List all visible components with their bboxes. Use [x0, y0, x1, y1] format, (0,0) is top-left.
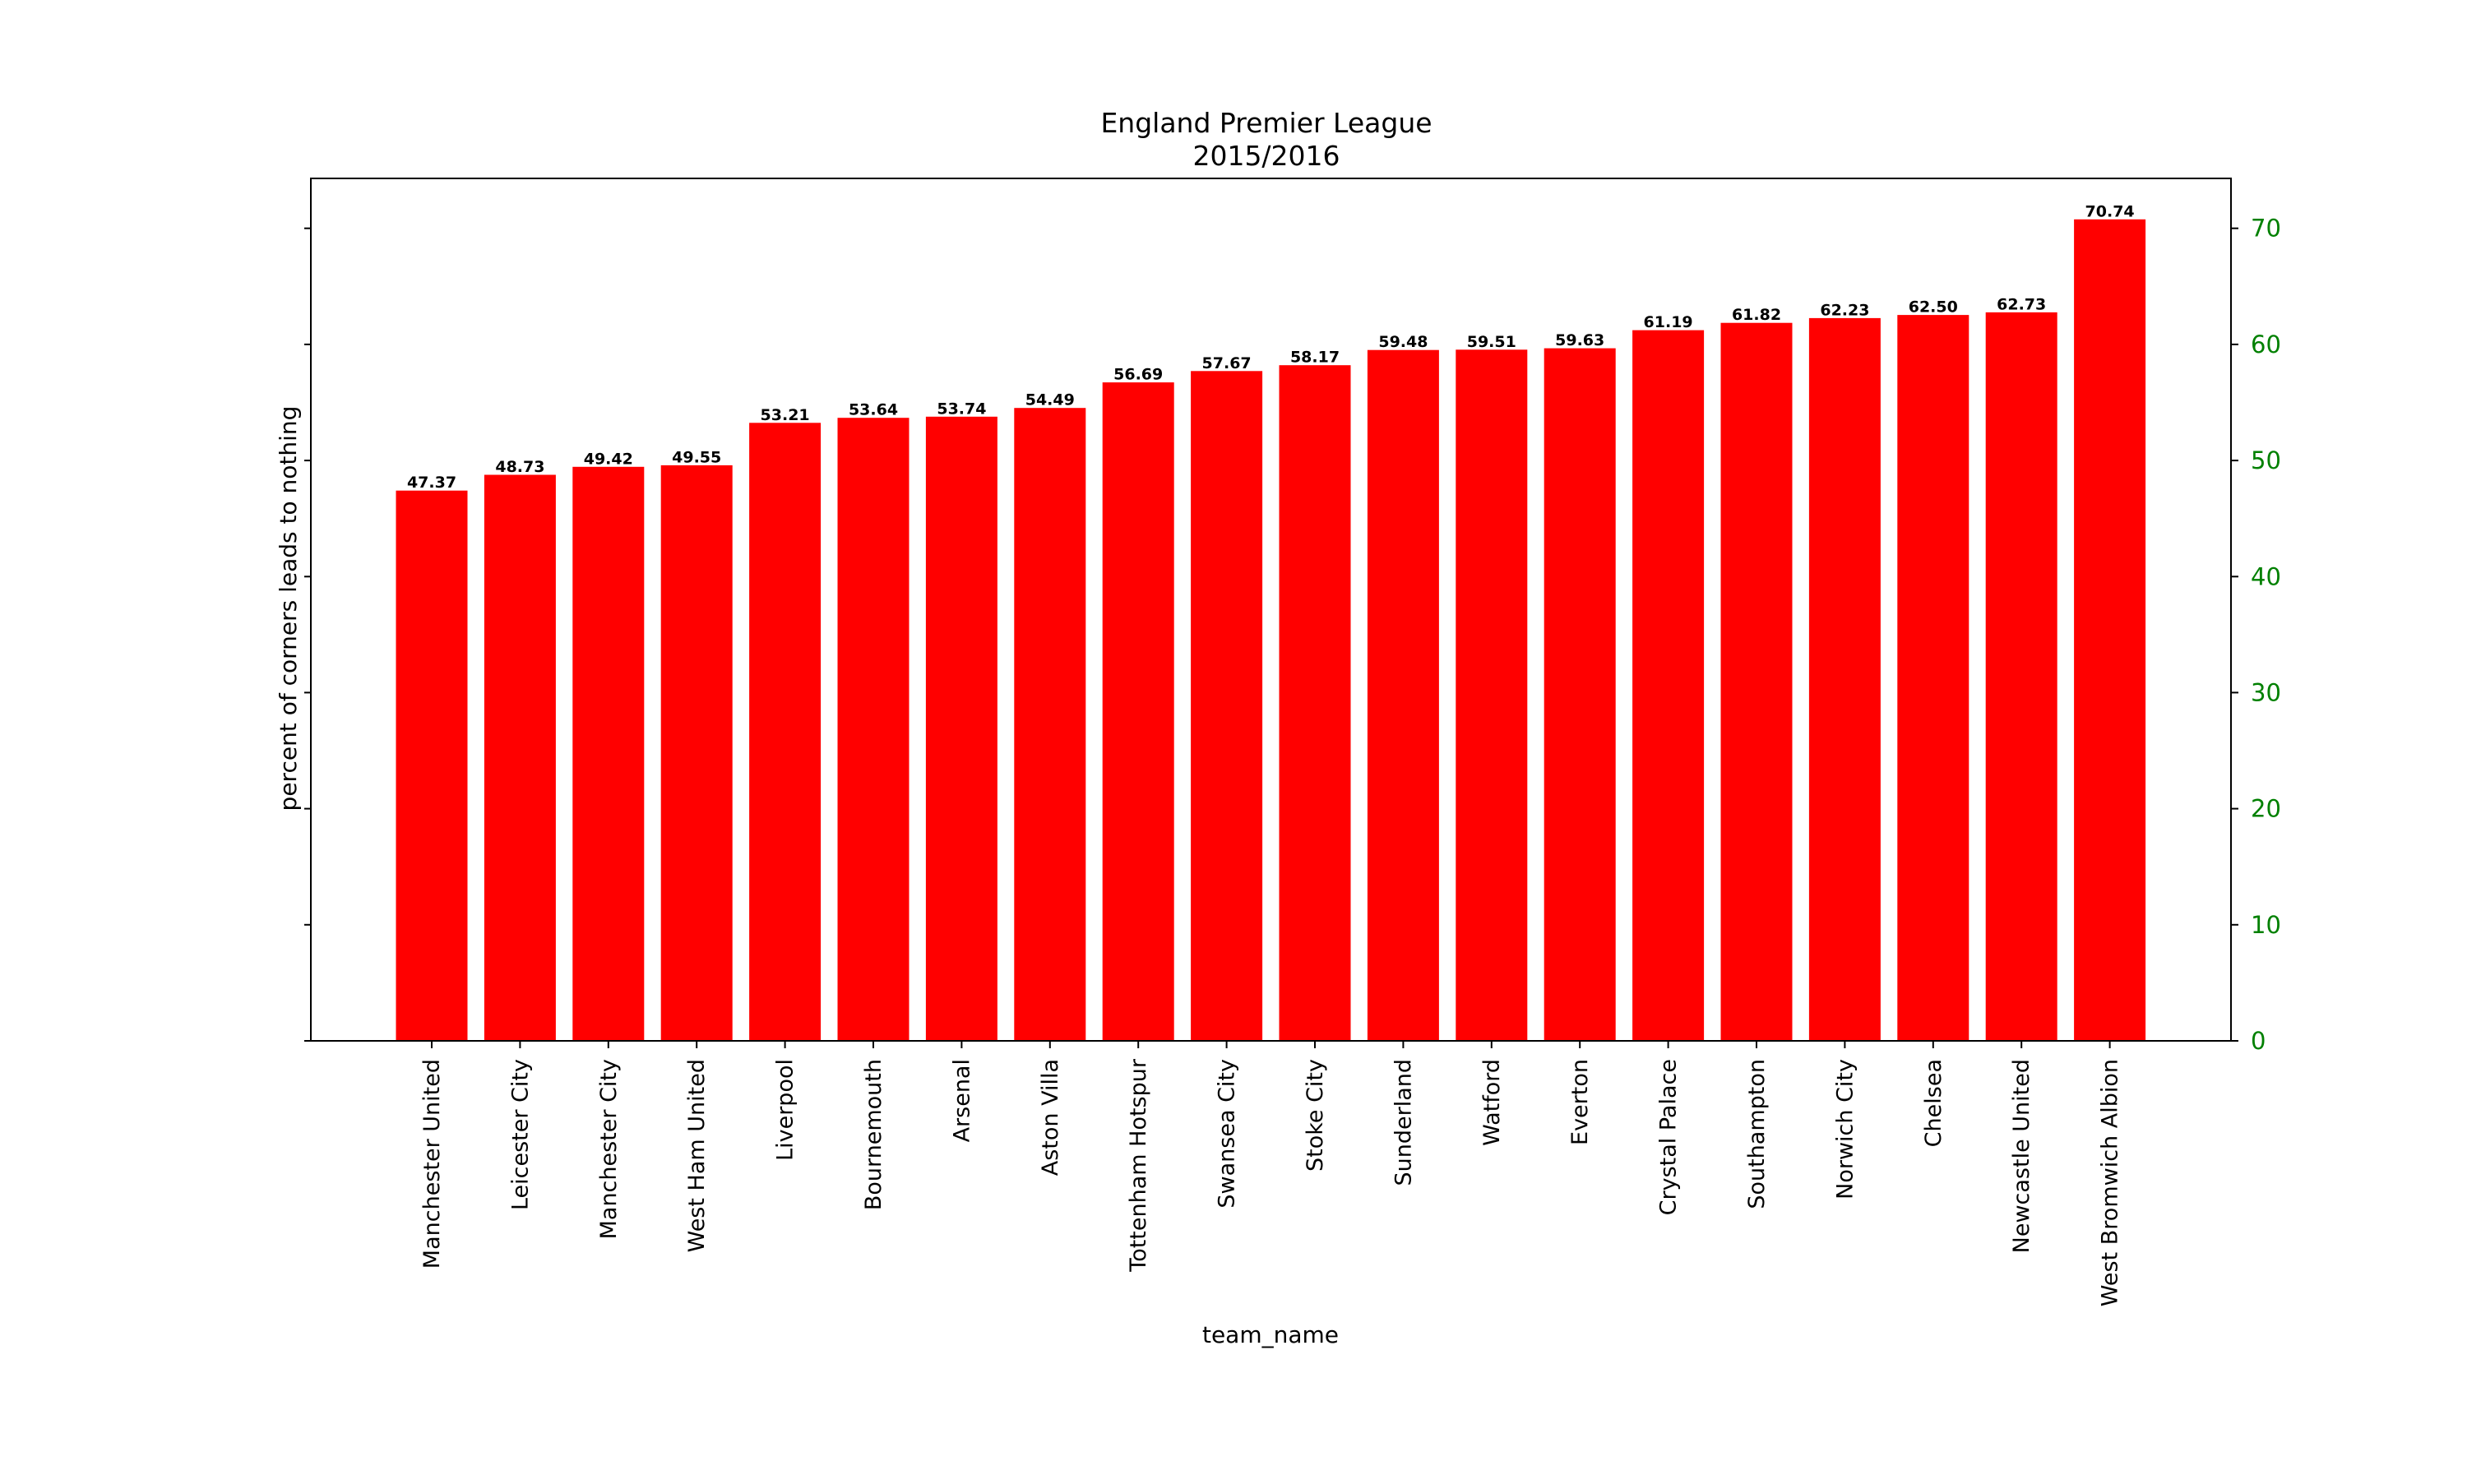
y-axis-label: percent of corners leads to nothing	[275, 406, 302, 811]
data-label-aston-villa: 54.49	[1025, 391, 1075, 409]
x-tick-label-chelsea: Chelsea	[1921, 1059, 1946, 1147]
bar-bournemouth	[837, 418, 910, 1042]
data-label-chelsea: 62.50	[1909, 298, 1958, 317]
bar-manchester-united	[396, 490, 468, 1042]
x-tick-label-tottenham-hotspur: Tottenham Hotspur	[1126, 1058, 1151, 1273]
y-tick-label: 30	[2251, 678, 2281, 706]
bar-southampton	[1720, 322, 1793, 1042]
data-label-liverpool: 53.21	[761, 406, 810, 424]
x-tick-label-manchester-city: Manchester City	[596, 1059, 622, 1239]
bar-stoke-city	[1279, 365, 1351, 1042]
data-label-stoke-city: 58.17	[1290, 349, 1340, 367]
x-tick-label-sunderland: Sunderland	[1391, 1059, 1416, 1186]
data-label-newcastle-united: 62.73	[1997, 295, 2046, 313]
bar-chelsea	[1897, 315, 1969, 1042]
data-label-crystal-palace: 61.19	[1644, 313, 1693, 331]
data-label-west-bromwich-albion: 70.74	[2085, 202, 2135, 220]
data-label-leicester-city: 48.73	[495, 458, 544, 476]
data-label-norwich-city: 62.23	[1820, 301, 1869, 319]
x-axis-label: team_name	[1202, 1321, 1339, 1348]
y-tick-label: 50	[2251, 446, 2281, 474]
bar-manchester-city	[572, 466, 645, 1042]
x-tick-label-liverpool: Liverpool	[773, 1059, 798, 1161]
bar-crystal-palace	[1632, 330, 1705, 1042]
x-tick-label-west-bromwich-albion: West Bromwich Albion	[2098, 1059, 2123, 1306]
bar-norwich-city	[1808, 317, 1881, 1042]
bar-swansea-city	[1191, 371, 1263, 1042]
y-tick-label: 20	[2251, 795, 2281, 823]
data-label-manchester-city: 49.42	[584, 450, 633, 468]
bar-tottenham-hotspur	[1102, 382, 1174, 1042]
x-tick-label-watford: Watford	[1479, 1059, 1505, 1146]
x-tick-label-bournemouth: Bournemouth	[861, 1059, 886, 1210]
data-label-everton: 59.63	[1555, 331, 1604, 349]
bars-group: 47.37 48.73 49.42 49.55 53.21 53.64 53.74 54.49…	[396, 202, 2146, 1042]
x-tick-label-stoke-city: Stoke City	[1303, 1059, 1328, 1172]
x-axis-ticks: Manchester United Leicester City Mancheste…	[419, 1041, 2123, 1306]
x-tick-label-crystal-palace: Crystal Palace	[1656, 1059, 1682, 1215]
y-tick-label: 60	[2251, 331, 2281, 358]
y-tick-label: 70	[2251, 215, 2281, 243]
bar-liverpool	[749, 423, 822, 1042]
bar-west-bromwich-albion	[2074, 219, 2146, 1042]
y-tick-label: 40	[2251, 562, 2281, 590]
data-label-watford: 59.51	[1467, 333, 1516, 351]
x-tick-label-leicester-city: Leicester City	[507, 1059, 533, 1210]
right-axis-ticks: 0 10 20 30 40 50 60 70	[2231, 215, 2281, 1055]
chart-title: England Premier League	[1100, 107, 1432, 139]
bar-newcastle-united	[1985, 312, 2057, 1042]
data-label-manchester-united: 47.37	[407, 474, 456, 492]
data-label-sunderland: 59.48	[1378, 333, 1428, 351]
data-label-bournemouth: 53.64	[849, 401, 898, 419]
data-label-tottenham-hotspur: 56.69	[1113, 366, 1163, 384]
bar-arsenal	[925, 416, 997, 1042]
y-tick-label: 10	[2251, 911, 2281, 939]
bar-everton	[1544, 348, 1616, 1042]
y-tick-label: 0	[2251, 1027, 2266, 1055]
x-tick-label-everton: Everton	[1567, 1059, 1593, 1145]
data-label-west-ham-united: 49.55	[672, 448, 721, 466]
bar-west-ham-united	[660, 465, 733, 1042]
bar-sunderland	[1367, 349, 1439, 1042]
x-tick-label-norwich-city: Norwich City	[1832, 1059, 1858, 1200]
bar-aston-villa	[1014, 408, 1086, 1042]
x-tick-label-swansea-city: Swansea City	[1215, 1059, 1240, 1209]
chart-subtitle: 2015/2016	[1192, 140, 1340, 172]
data-label-arsenal: 53.74	[937, 400, 986, 418]
left-tick-marks	[304, 227, 311, 1042]
bar-watford	[1456, 349, 1528, 1042]
x-tick-label-aston-villa: Aston Villa	[1038, 1059, 1063, 1176]
x-tick-label-southampton: Southampton	[1744, 1059, 1770, 1209]
x-tick-label-manchester-united: Manchester United	[419, 1059, 445, 1269]
data-label-southampton: 61.82	[1732, 306, 1781, 324]
axes-frame	[310, 178, 2232, 1042]
x-tick-label-west-ham-united: West Ham United	[684, 1059, 710, 1252]
bar-leicester-city	[484, 474, 556, 1042]
x-tick-label-arsenal: Arsenal	[949, 1059, 974, 1142]
data-label-swansea-city: 57.67	[1202, 354, 1252, 372]
x-tick-label-newcastle-united: Newcastle United	[2009, 1059, 2034, 1253]
